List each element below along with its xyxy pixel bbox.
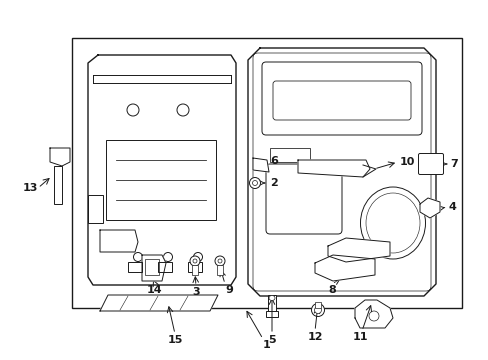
- Text: 2: 2: [269, 178, 277, 188]
- Polygon shape: [314, 255, 374, 281]
- Ellipse shape: [311, 303, 324, 316]
- Text: 9: 9: [224, 285, 232, 295]
- Text: 5: 5: [267, 335, 275, 345]
- Text: 10: 10: [399, 157, 414, 167]
- Polygon shape: [50, 148, 70, 166]
- Polygon shape: [247, 48, 435, 296]
- Text: 12: 12: [306, 332, 322, 342]
- Ellipse shape: [314, 306, 321, 314]
- Polygon shape: [100, 295, 218, 311]
- Ellipse shape: [268, 296, 274, 301]
- Text: 13: 13: [22, 183, 38, 193]
- Polygon shape: [327, 238, 389, 262]
- Bar: [88, 195, 103, 223]
- FancyBboxPatch shape: [418, 153, 443, 175]
- Bar: [72, 38, 461, 308]
- Bar: [54, 166, 62, 204]
- Ellipse shape: [215, 256, 224, 266]
- Ellipse shape: [218, 259, 222, 263]
- Text: 6: 6: [269, 156, 277, 166]
- Bar: [106, 140, 216, 220]
- Text: 15: 15: [167, 335, 183, 345]
- Bar: [192, 265, 198, 275]
- Ellipse shape: [193, 259, 197, 263]
- Text: 4: 4: [447, 202, 455, 212]
- Polygon shape: [419, 198, 439, 218]
- Bar: [145, 259, 159, 275]
- Ellipse shape: [249, 177, 260, 189]
- Text: 8: 8: [327, 285, 335, 295]
- Bar: [265, 311, 278, 317]
- Text: 3: 3: [192, 287, 200, 297]
- Text: 1: 1: [263, 340, 270, 350]
- Polygon shape: [100, 230, 138, 252]
- Ellipse shape: [190, 256, 200, 266]
- Text: 14: 14: [147, 285, 163, 295]
- Bar: [187, 262, 202, 272]
- Bar: [158, 262, 172, 272]
- Bar: [217, 265, 223, 275]
- Bar: [314, 302, 320, 308]
- Ellipse shape: [252, 180, 257, 185]
- Polygon shape: [142, 255, 165, 281]
- Polygon shape: [354, 300, 392, 328]
- Text: 11: 11: [351, 332, 367, 342]
- Text: 7: 7: [449, 159, 457, 169]
- Polygon shape: [362, 165, 375, 177]
- Polygon shape: [252, 158, 268, 172]
- Polygon shape: [88, 55, 236, 285]
- Polygon shape: [297, 160, 369, 177]
- Bar: [128, 262, 142, 272]
- Bar: [267, 295, 275, 317]
- Bar: [269, 148, 309, 162]
